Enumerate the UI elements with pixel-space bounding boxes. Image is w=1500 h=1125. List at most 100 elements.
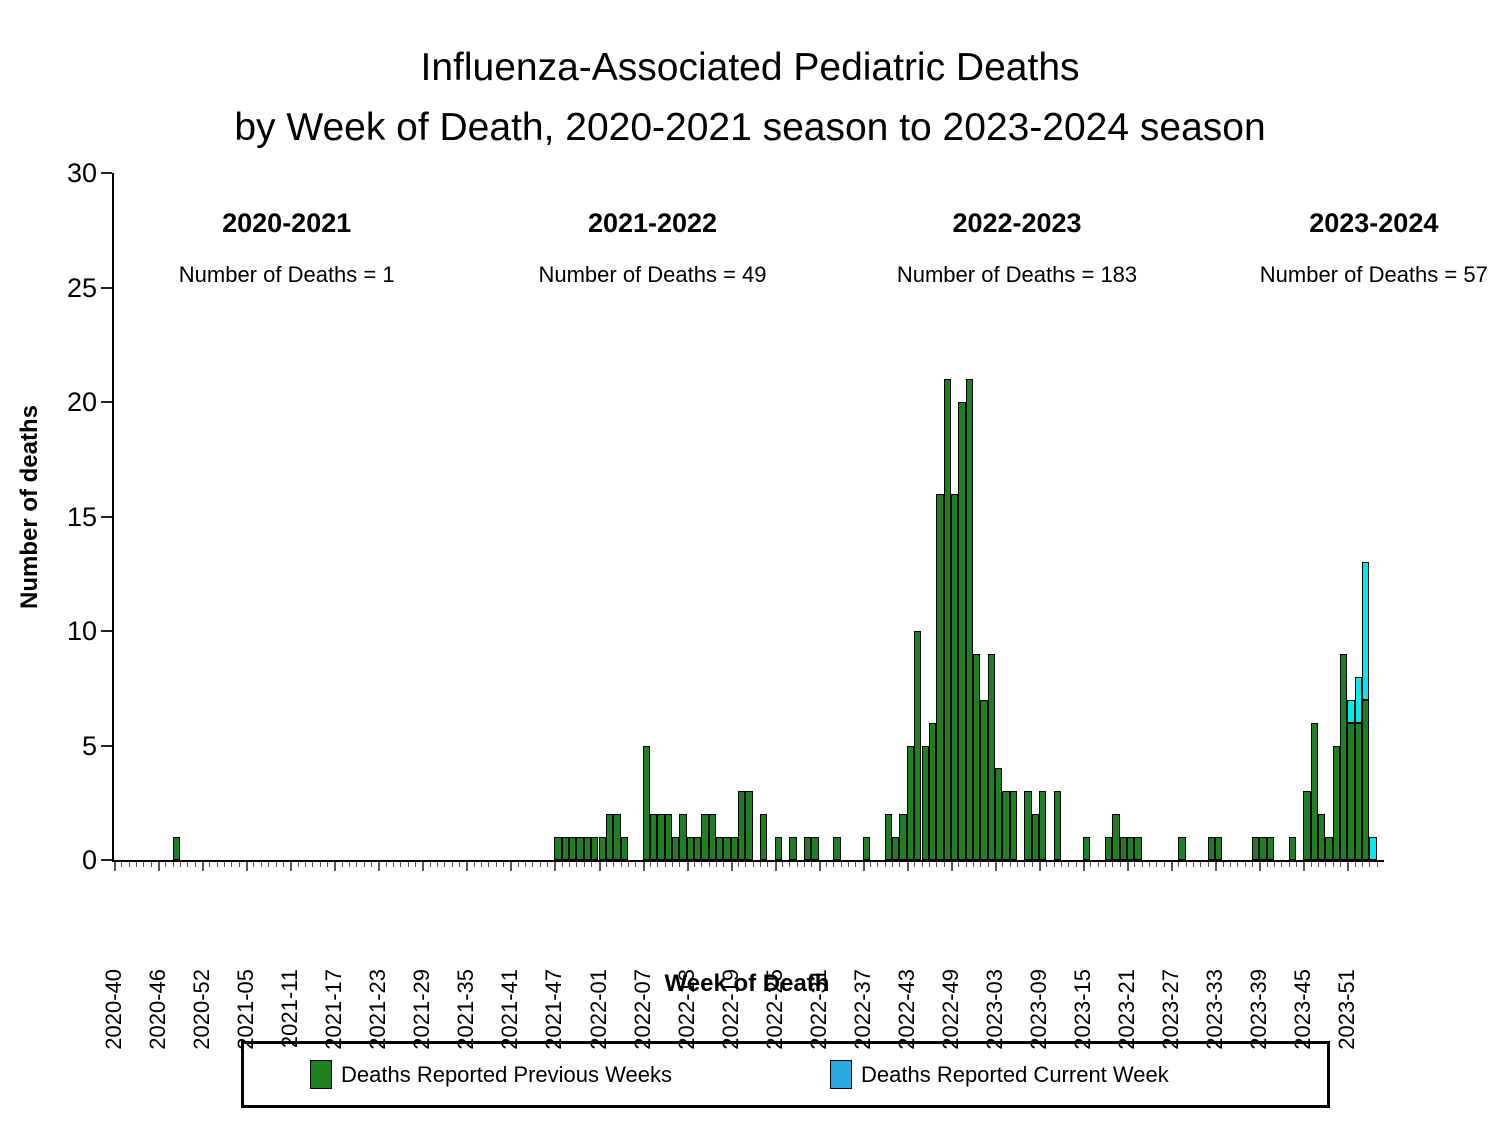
bar-previous-2022-44	[914, 631, 922, 860]
x-tick	[488, 862, 490, 867]
x-tick	[1060, 862, 1062, 867]
season-header-2021-2022: 2021-2022	[587, 208, 718, 238]
y-tick-label: 25	[66, 272, 97, 303]
x-tick	[312, 862, 314, 867]
x-tick	[437, 862, 438, 867]
x-tick-label: 2023-27	[1158, 969, 1184, 1050]
x-tick	[943, 862, 945, 867]
plot-area: 2020-2021 Number of Deaths = 1 2021-2022 Nu…	[112, 173, 1488, 862]
x-tick	[1171, 862, 1174, 871]
bar-previous-2023-18	[1105, 837, 1113, 860]
x-tick	[657, 862, 659, 867]
x-tick	[517, 862, 519, 867]
x-tick	[1361, 862, 1363, 867]
x-tick-label: 2022-01	[585, 969, 611, 1050]
bar-previous-2022-03	[613, 814, 621, 860]
x-tick	[319, 862, 321, 867]
x-tick-label: 2023-51	[1334, 969, 1360, 1050]
x-tick-label: 2020-52	[189, 969, 215, 1050]
x-tick	[928, 862, 930, 867]
x-tick	[121, 862, 123, 867]
x-tick-label: 2020-46	[145, 969, 171, 1050]
x-tick-label: 2023-03	[981, 969, 1007, 1050]
x-tick	[525, 862, 527, 867]
x-tick	[297, 862, 299, 867]
season-count-2022-2023: Number of Deaths = 183	[896, 262, 1138, 287]
x-tick	[444, 862, 446, 867]
bar-previous-2022-01	[598, 837, 606, 860]
x-tick	[987, 862, 989, 867]
x-tick	[569, 862, 571, 867]
x-tick	[1317, 862, 1319, 867]
bar-previous-2022-43	[906, 745, 915, 860]
bar-previous-2023-49	[1332, 745, 1340, 860]
bar-previous-2023-21	[1127, 837, 1135, 860]
x-tick	[899, 862, 901, 867]
x-tick	[334, 862, 337, 871]
x-tick	[1097, 862, 1099, 867]
y-tick	[101, 515, 112, 518]
bar-previous-2022-14	[693, 837, 702, 860]
x-tick-label: 2022-37	[849, 969, 875, 1050]
bar-previous-2022-16	[708, 814, 716, 860]
x-tick	[414, 862, 416, 867]
x-tick	[290, 862, 293, 871]
x-tick	[1046, 862, 1048, 867]
bar-previous-2023-47	[1317, 814, 1326, 860]
x-tick	[1024, 862, 1026, 867]
bar-previous-2022-51	[965, 379, 973, 860]
x-tick	[767, 862, 769, 867]
bar-previous-2023-11	[1053, 791, 1061, 860]
x-tick	[774, 862, 777, 871]
x-tick	[884, 862, 886, 867]
x-tick-label: 2021-47	[541, 969, 567, 1050]
bar-previous-2023-04	[1002, 791, 1010, 860]
bar-previous-2022-08	[649, 814, 658, 860]
x-tick	[1339, 862, 1341, 867]
x-tick	[679, 862, 681, 867]
x-tick-label: 2023-15	[1070, 969, 1096, 1050]
x-tick	[576, 862, 578, 867]
x-tick-label: 2021-23	[365, 969, 391, 1050]
x-tick-label: 2022-19	[717, 969, 743, 1050]
x-tick	[260, 862, 262, 867]
x-tick	[1141, 862, 1143, 867]
bar-previous-2021-47	[554, 837, 562, 860]
x-tick	[723, 862, 725, 867]
x-tick	[892, 862, 894, 867]
x-tick-label: 2022-49	[937, 969, 963, 1050]
bar-current-2024-02	[1369, 837, 1377, 860]
x-tick	[459, 862, 461, 867]
bar-previous-2022-45	[921, 745, 929, 860]
legend-label-current-week: Deaths Reported Current Week	[861, 1061, 1169, 1087]
bar-previous-2023-09	[1038, 791, 1047, 860]
x-tick	[914, 862, 916, 867]
x-tick	[326, 862, 328, 867]
x-tick	[370, 862, 372, 867]
x-tick	[789, 862, 791, 867]
x-tick	[752, 862, 754, 867]
x-tick	[708, 862, 710, 867]
bar-previous-2022-23	[760, 814, 768, 860]
bar-previous-2023-40	[1266, 837, 1274, 860]
x-tick	[980, 862, 982, 867]
x-tick	[180, 862, 182, 867]
x-tick	[583, 862, 585, 867]
bar-previous-2023-19	[1112, 814, 1120, 860]
x-tick	[1016, 862, 1018, 867]
x-tick	[407, 862, 409, 867]
bar-previous-2022-18	[723, 837, 731, 860]
bar-previous-2022-33	[833, 837, 841, 860]
bar-previous-2023-01	[980, 699, 988, 860]
bar-current-2023-52	[1354, 676, 1362, 723]
bar-previous-2023-32	[1207, 837, 1216, 860]
bar-previous-2022-49	[950, 493, 959, 860]
x-tick	[1303, 862, 1306, 871]
x-tick	[481, 862, 483, 867]
season-header-2022-2023: 2022-2023	[952, 208, 1082, 238]
x-tick-label: 2021-17	[321, 969, 347, 1050]
bar-previous-2024-01	[1361, 699, 1370, 860]
bar-previous-2023-51	[1347, 722, 1355, 860]
legend-item-previous-weeks: Deaths Reported Previous Weeks	[310, 1044, 672, 1105]
